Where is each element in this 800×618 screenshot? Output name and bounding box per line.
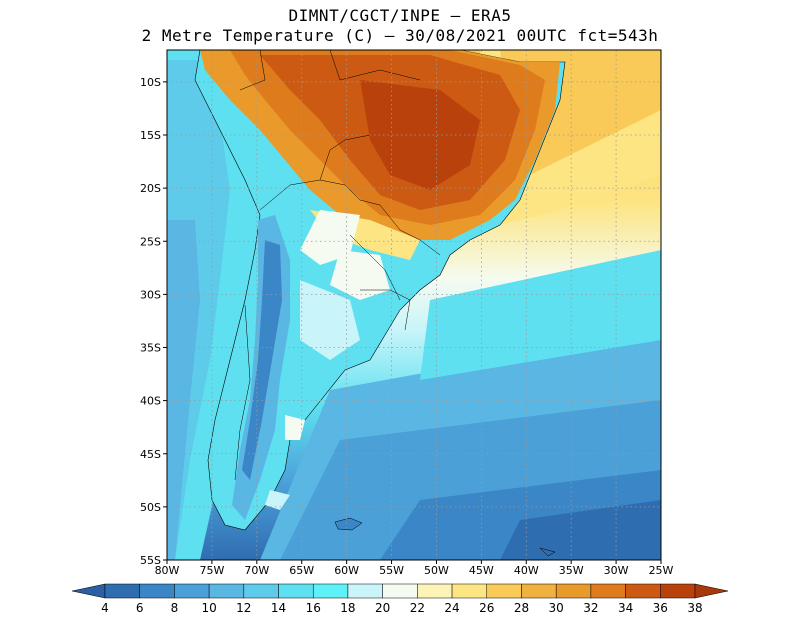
lon-tick-label: 50W xyxy=(424,564,449,577)
colorbar-swatch xyxy=(486,583,522,599)
colorbar-swatch xyxy=(208,583,245,599)
lon-tick-label: 70W xyxy=(244,564,269,577)
lon-tick-label: 55W xyxy=(379,564,404,577)
colorbar-label: 10 xyxy=(201,601,216,615)
colorbar-label: 22 xyxy=(410,601,425,615)
colorbar-label: 6 xyxy=(136,601,144,615)
lon-tick-label: 75W xyxy=(199,564,224,577)
map-frame xyxy=(166,49,662,561)
colorbar-label: 28 xyxy=(514,601,529,615)
colorbar-swatch xyxy=(590,583,626,599)
lon-tick-label: 45W xyxy=(469,564,494,577)
colorbar-label: 20 xyxy=(375,601,390,615)
colorbar-swatch xyxy=(382,583,418,599)
colorbar-label: 24 xyxy=(444,601,459,615)
falkland-islands xyxy=(334,517,363,531)
country-borders xyxy=(234,50,441,481)
colorbar-under-arrow xyxy=(71,583,106,599)
colorbar-label: 4 xyxy=(101,601,109,615)
lon-tick-label: 35W xyxy=(559,564,584,577)
colorbar-label: 8 xyxy=(171,601,179,615)
colorbar-swatch xyxy=(104,583,140,599)
colorbar-label: 26 xyxy=(479,601,494,615)
colorbar-label: 36 xyxy=(653,601,668,615)
colorbar-swatch xyxy=(312,583,349,599)
lat-tick-label: 10S xyxy=(140,76,161,89)
colorbar-swatch xyxy=(555,583,592,599)
colorbar-label: 38 xyxy=(687,601,702,615)
colorbar-swatch xyxy=(451,583,488,599)
lon-tick-label: 60W xyxy=(334,564,359,577)
lat-tick-label: 55S xyxy=(140,554,161,567)
lat-tick-label: 20S xyxy=(140,182,161,195)
colorbar-over-arrow xyxy=(694,583,729,599)
lon-tick-label: 40W xyxy=(514,564,539,577)
lat-tick-label: 40S xyxy=(140,395,161,408)
lat-tick-label: 15S xyxy=(140,129,161,142)
colorbar-swatch xyxy=(660,583,696,599)
colorbar-swatch xyxy=(174,583,210,599)
colorbar-swatch xyxy=(521,583,557,599)
colorbar-label: 16 xyxy=(306,601,321,615)
colorbar-swatch xyxy=(347,583,383,599)
lat-tick-label: 25S xyxy=(140,235,161,248)
title-line-2: 2 Metre Temperature (C) – 30/08/2021 00U… xyxy=(141,26,659,45)
lon-tick-label: 80W xyxy=(155,564,180,577)
graticule xyxy=(167,50,661,560)
colorbar-swatch xyxy=(417,583,453,599)
colorbar-label: 14 xyxy=(271,601,286,615)
colorbar-swatch xyxy=(625,583,661,599)
lon-tick-label: 65W xyxy=(289,564,314,577)
axis-ticks: 80W 75W 70W 65W 60W 55W 50W 45W 40W 35W 30W 25W 10S 1… xyxy=(140,76,674,577)
colorbar-label: 32 xyxy=(583,601,598,615)
map-field xyxy=(167,50,661,560)
lat-tick-label: 50S xyxy=(140,501,161,514)
colorbar-label: 12 xyxy=(236,601,251,615)
lat-tick-label: 30S xyxy=(140,288,161,301)
colorbar-label: 34 xyxy=(618,601,633,615)
colorbar-swatch xyxy=(243,583,279,599)
title-line-1: DIMNT/CGCT/INPE – ERA5 xyxy=(288,6,512,25)
colorbar-swatch xyxy=(139,583,175,599)
colorbar-label: 18 xyxy=(340,601,355,615)
colorbar-label: 30 xyxy=(549,601,564,615)
south-georgia xyxy=(539,547,556,557)
lat-tick-label: 45S xyxy=(140,448,161,461)
colorbar: 4 6 8 10 12 14 16 18 20 22 24 26 28 30 32 34 36 38 xyxy=(71,583,729,615)
lon-tick-label: 30W xyxy=(604,564,629,577)
lon-tick-label: 25W xyxy=(649,564,674,577)
colorbar-swatch xyxy=(278,583,314,599)
lat-tick-label: 35S xyxy=(140,342,161,355)
